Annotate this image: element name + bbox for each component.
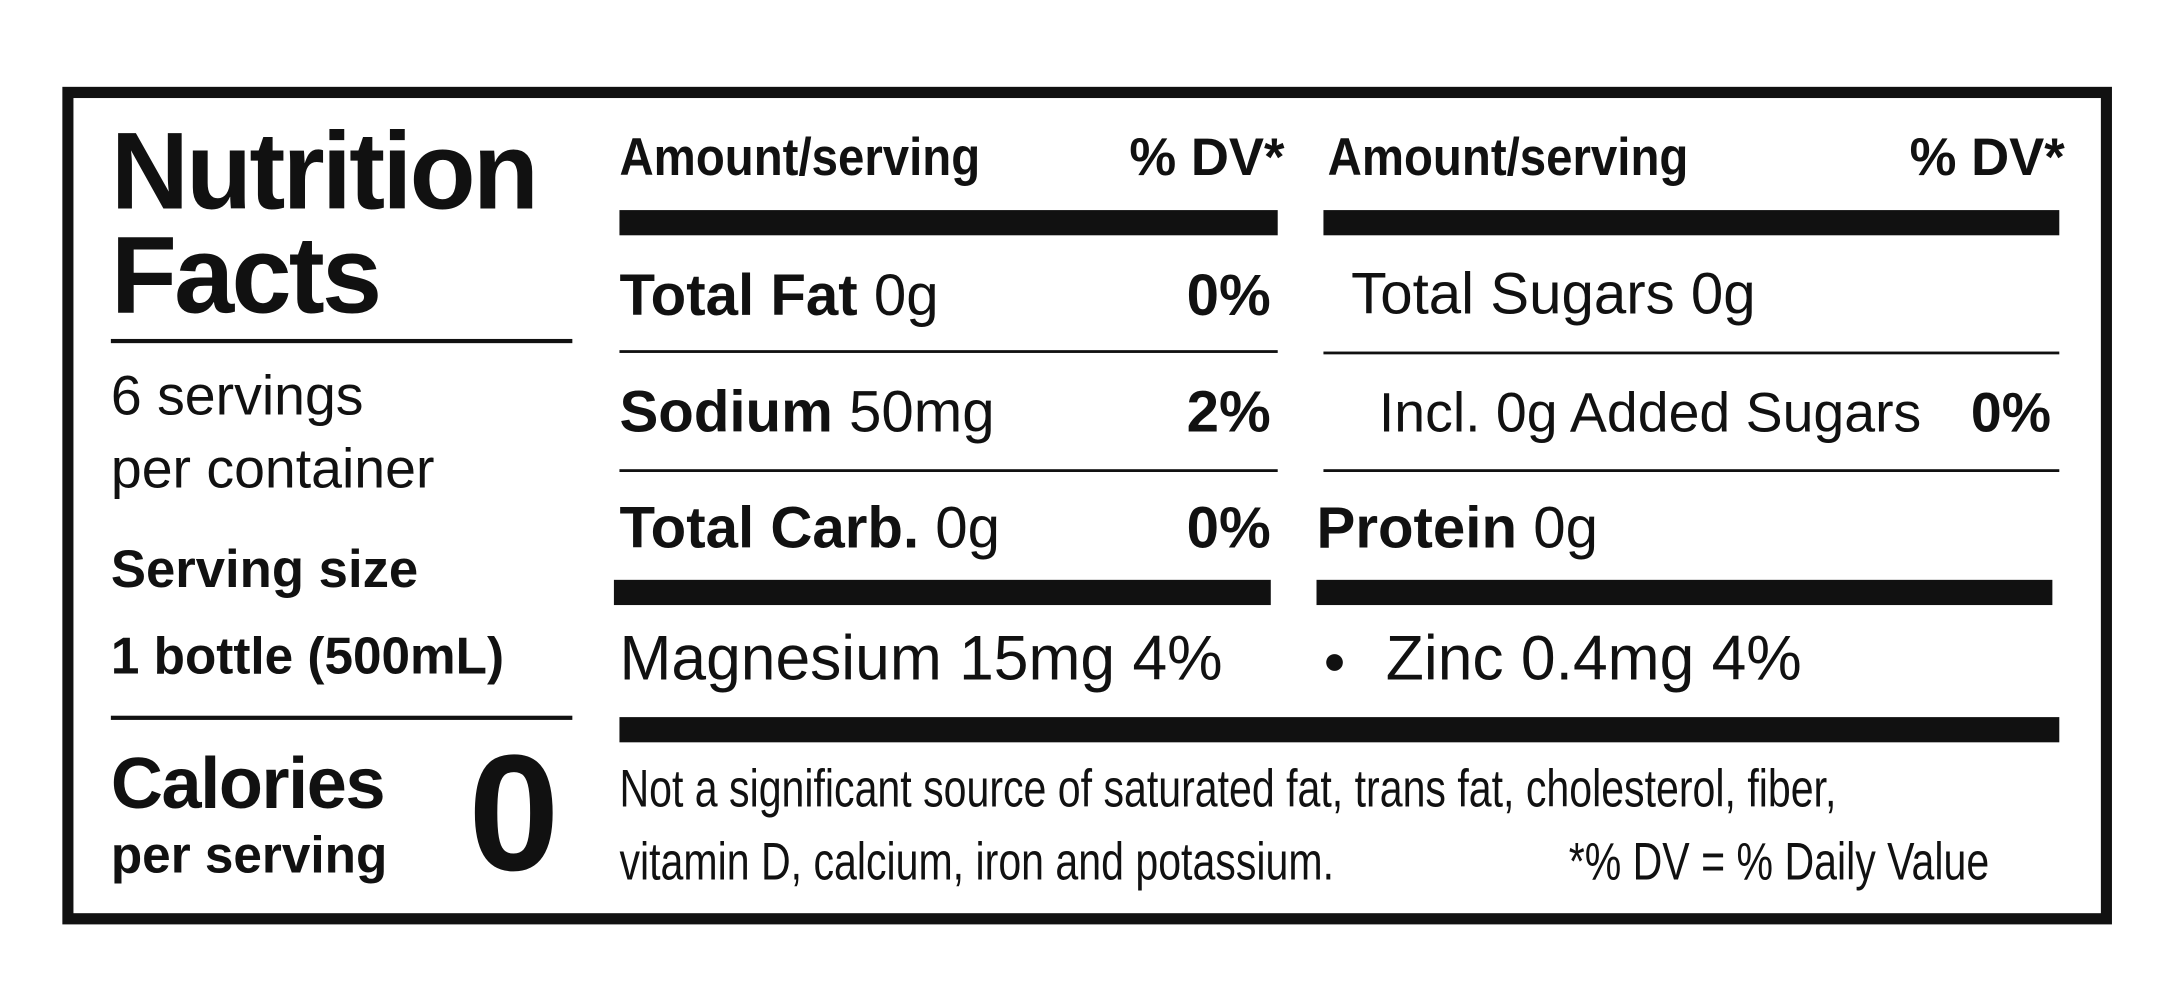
nutrient-name: Protein xyxy=(1316,494,1518,561)
footnote-line: Not a significant source of saturated fa… xyxy=(619,760,1837,820)
vitamin: Zinc 0.4mg 4% xyxy=(1385,621,1802,694)
nutrient-name: Sodium xyxy=(619,378,833,444)
divider xyxy=(110,715,573,720)
calories-sub: per serving xyxy=(110,826,388,884)
nutrient-row: Total Fat 0g 0% xyxy=(619,261,1270,331)
nutrient-amount: 0g xyxy=(935,494,1001,561)
divider xyxy=(110,338,573,344)
divider xyxy=(619,469,1278,473)
nutrient-name: Total Carb. xyxy=(619,494,920,561)
nutrient-dv: 0% xyxy=(1970,382,2051,444)
nutrient-row: Total Sugars 0g xyxy=(1351,260,1756,327)
divider xyxy=(1323,469,2060,473)
nutrient-dv: 2% xyxy=(1186,378,1271,444)
nutrient-row: Protein 0g xyxy=(1317,493,1598,563)
thick-bar xyxy=(619,717,2060,743)
footnote-line: vitamin D, calcium, iron and potassium. xyxy=(619,833,1334,893)
vitamin: Magnesium 15mg 4% xyxy=(619,621,1223,694)
nutrient-row: Incl. 0g Added Sugars 0% xyxy=(1379,378,2051,448)
header-amount: Amount/serving xyxy=(619,128,981,188)
nutrient-name: Incl. 0g Added Sugars xyxy=(1378,382,1922,444)
label-border xyxy=(62,86,2112,925)
servings-line: 6 servings xyxy=(110,365,364,428)
nutrient-amount: 50mg xyxy=(849,378,995,444)
thick-bar xyxy=(1316,579,2053,606)
calories-label: Calories xyxy=(110,743,386,825)
nutrient-dv: 0% xyxy=(1186,261,1271,328)
bullet xyxy=(1326,654,1343,671)
divider xyxy=(619,350,1278,353)
title-line: Facts xyxy=(110,212,382,337)
dv-note: *% DV = % Daily Value xyxy=(1568,833,1990,893)
nutrient-row: Sodium 50mg 2% xyxy=(619,377,1270,447)
divider xyxy=(1323,351,2060,355)
nutrient-row: Total Carb. 0g 0% xyxy=(619,493,1270,563)
calories-value: 0 xyxy=(468,721,560,907)
serving-size: 1 bottle (500mL) xyxy=(110,627,505,685)
header-amount: Amount/serving xyxy=(1327,128,1689,188)
thick-bar xyxy=(619,210,1278,236)
header-dv: % DV* xyxy=(1129,128,1285,188)
thick-bar xyxy=(613,579,1271,606)
nutrient-amount: 0g xyxy=(873,261,939,328)
nutrient-dv: 0% xyxy=(1186,494,1271,561)
title-line: Nutrition xyxy=(110,109,539,233)
servings-line: per container xyxy=(110,438,435,501)
serving-size-label: Serving size xyxy=(110,540,419,600)
header-dv: % DV* xyxy=(1909,128,2065,188)
nutrient-name: Total Fat xyxy=(619,261,858,328)
nutrient-amount: 0g xyxy=(1533,494,1598,561)
thick-bar xyxy=(1323,210,2060,236)
